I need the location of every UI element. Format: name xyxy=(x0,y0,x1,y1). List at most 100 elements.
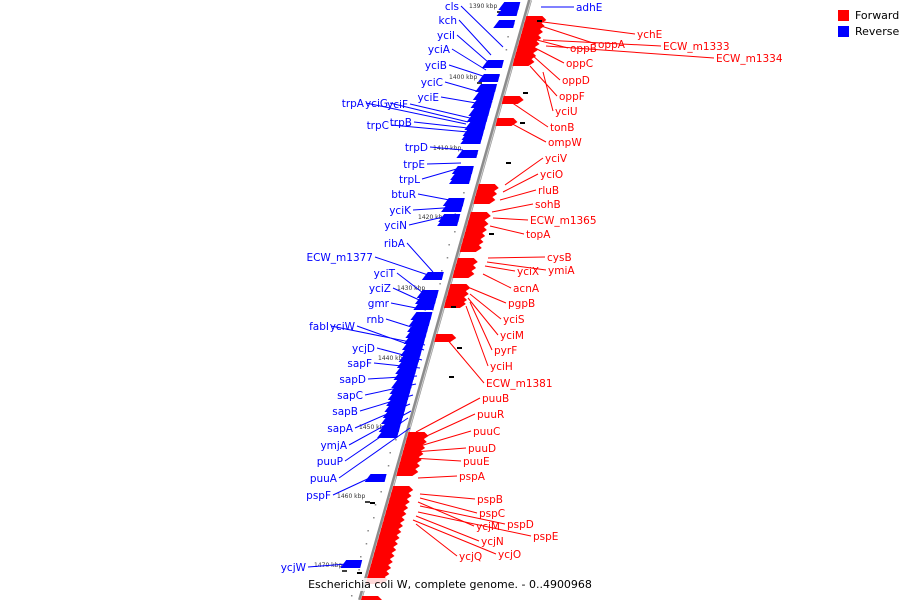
legend-item-reverse[interactable]: Reverse xyxy=(838,24,899,39)
gene-label-ycjm[interactable]: ycjM xyxy=(476,521,500,533)
gene-label-trpb[interactable]: trpB xyxy=(390,117,412,129)
reverse-gene-feature[interactable] xyxy=(377,430,400,438)
gene-label-puue[interactable]: puuE xyxy=(463,456,490,468)
reverse-gene-feature[interactable] xyxy=(441,204,464,212)
gene-label-ycjn[interactable]: ycjN xyxy=(481,536,504,548)
gene-label-ycjq[interactable]: ycjQ xyxy=(459,551,482,563)
gene-label-ymia[interactable]: ymiA xyxy=(548,265,575,277)
gene-label-yche[interactable]: ychE xyxy=(637,29,662,41)
forward-gene-feature[interactable] xyxy=(396,468,419,476)
gene-label-oppd[interactable]: oppD xyxy=(562,75,590,87)
legend-item-forward[interactable]: Forward xyxy=(838,8,899,23)
gene-label-oppc[interactable]: oppC xyxy=(566,58,593,70)
forward-gene-feature[interactable] xyxy=(443,300,466,308)
gene-label-tonb[interactable]: tonB xyxy=(550,122,574,134)
gene-label-ycis[interactable]: yciS xyxy=(503,314,525,326)
gene-label-trpd[interactable]: trpD xyxy=(405,142,428,154)
forward-gene-feature[interactable] xyxy=(434,334,457,342)
gene-label-ymja[interactable]: ymjA xyxy=(320,440,347,452)
gene-label-puud[interactable]: puuD xyxy=(468,443,496,455)
gene-label-ecw-m1377[interactable]: ECW_m1377 xyxy=(306,252,373,264)
forward-gene-feature[interactable] xyxy=(459,244,482,252)
gene-label-topa[interactable]: topA xyxy=(526,229,551,241)
gene-label-trpa[interactable]: trpA xyxy=(342,98,365,110)
gene-label-cysb[interactable]: cysB xyxy=(547,252,572,264)
gene-label-pspe[interactable]: pspE xyxy=(533,531,558,543)
gene-label-ycix[interactable]: yciX xyxy=(517,266,539,278)
gene-label-sapb[interactable]: sapB xyxy=(332,406,358,418)
reverse-gene-feature[interactable] xyxy=(437,218,460,226)
gene-label-pspa[interactable]: pspA xyxy=(459,471,486,483)
gene-label-ycie[interactable]: yciE xyxy=(417,92,439,104)
gene-label-rlub[interactable]: rluB xyxy=(538,185,559,197)
forward-gene-feature[interactable] xyxy=(495,118,518,126)
gene-label-kch[interactable]: kch xyxy=(438,15,457,27)
gene-label-acna[interactable]: acnA xyxy=(513,283,540,295)
gene-label-puub[interactable]: puuB xyxy=(482,393,509,405)
forward-gene-feature[interactable] xyxy=(473,196,496,204)
gene-label-yciv[interactable]: yciV xyxy=(545,153,568,165)
reverse-gene-feature[interactable] xyxy=(413,302,436,310)
gene-label-ycjo[interactable]: ycjO xyxy=(498,549,521,561)
gene-label-ycia[interactable]: yciA xyxy=(428,44,451,56)
reverse-gene-feature[interactable] xyxy=(493,20,516,28)
reverse-gene-feature[interactable] xyxy=(475,84,498,92)
reverse-gene-feature[interactable] xyxy=(421,272,444,280)
forward-gene-feature[interactable] xyxy=(468,212,491,220)
gene-label-sapd[interactable]: sapD xyxy=(339,374,366,386)
gene-label-puur[interactable]: puuR xyxy=(477,409,504,421)
gene-label-ycib[interactable]: yciB xyxy=(425,60,447,72)
gene-label-ycig[interactable]: yciG xyxy=(365,98,388,110)
gene-label-pspd[interactable]: pspD xyxy=(507,519,534,531)
reverse-gene-feature[interactable] xyxy=(496,8,519,16)
gene-label-adhe[interactable]: adhE xyxy=(576,2,602,14)
gene-label-pyrf[interactable]: pyrF xyxy=(494,345,517,357)
gene-label-oppa[interactable]: oppA xyxy=(598,39,626,51)
gene-label-oppb[interactable]: oppB xyxy=(570,43,597,55)
gene-label-rnb[interactable]: rnb xyxy=(367,314,385,326)
gene-label-puup[interactable]: puuP xyxy=(317,456,343,468)
reverse-gene-feature[interactable] xyxy=(449,176,472,184)
gene-label-ycik[interactable]: yciK xyxy=(389,205,412,217)
gene-label-yciu[interactable]: yciU xyxy=(555,106,578,118)
gene-label-sapf[interactable]: sapF xyxy=(347,358,372,370)
gene-label-cls[interactable]: cls xyxy=(445,1,459,13)
gene-label-pspb[interactable]: pspB xyxy=(477,494,503,506)
gene-label-ycif[interactable]: yciF xyxy=(387,99,408,111)
gene-label-ecw-m1333[interactable]: ECW_m1333 xyxy=(663,41,730,53)
gene-label-trpl[interactable]: trpL xyxy=(399,174,420,186)
reverse-gene-feature[interactable] xyxy=(393,372,416,380)
reverse-gene-feature[interactable] xyxy=(456,150,479,158)
forward-gene-feature[interactable] xyxy=(501,96,524,104)
gene-label-ycjw[interactable]: ycjW xyxy=(281,562,307,574)
gene-label-sapc[interactable]: sapC xyxy=(337,390,363,402)
gene-label-ecw-m1381[interactable]: ECW_m1381 xyxy=(486,378,553,390)
reverse-gene-feature[interactable] xyxy=(481,60,504,68)
reverse-gene-feature[interactable] xyxy=(470,100,493,108)
forward-gene-feature[interactable] xyxy=(512,58,535,66)
reverse-gene-feature[interactable] xyxy=(460,136,483,144)
gene-label-ecw-m1365[interactable]: ECW_m1365 xyxy=(530,215,597,227)
reverse-gene-feature[interactable] xyxy=(364,474,387,482)
gene-label-btur[interactable]: btuR xyxy=(391,189,416,201)
gene-label-trpc[interactable]: trpC xyxy=(367,120,389,132)
gene-label-fabi[interactable]: fabI xyxy=(309,321,329,333)
gene-label-gmr[interactable]: gmr xyxy=(368,298,390,310)
forward-gene-feature[interactable] xyxy=(452,270,475,278)
gene-label-pspc[interactable]: pspC xyxy=(479,508,505,520)
gene-label-sohb[interactable]: sohB xyxy=(535,199,561,211)
gene-label-ycin[interactable]: yciN xyxy=(384,220,407,232)
reverse-gene-feature[interactable] xyxy=(477,74,500,82)
forward-gene-feature[interactable] xyxy=(360,596,383,600)
gene-label-pgpb[interactable]: pgpB xyxy=(508,298,535,310)
gene-label-ecw-m1334[interactable]: ECW_m1334 xyxy=(716,53,783,65)
gene-label-ompw[interactable]: ompW xyxy=(548,137,582,149)
reverse-gene-feature[interactable] xyxy=(340,560,363,568)
gene-label-oppf[interactable]: oppF xyxy=(559,91,585,103)
reverse-gene-feature[interactable] xyxy=(472,92,495,100)
gene-label-puua[interactable]: puuA xyxy=(310,473,338,485)
gene-label-yciz[interactable]: yciZ xyxy=(369,283,391,295)
gene-label-ycim[interactable]: yciM xyxy=(500,330,524,342)
gene-label-riba[interactable]: ribA xyxy=(384,238,406,250)
reverse-gene-feature[interactable] xyxy=(466,114,489,122)
